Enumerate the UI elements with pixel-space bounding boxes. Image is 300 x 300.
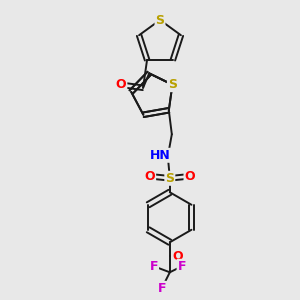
Text: F: F	[158, 282, 166, 295]
Text: O: O	[172, 250, 183, 263]
Text: S: S	[155, 14, 164, 26]
Text: HN: HN	[149, 149, 170, 162]
Text: F: F	[178, 260, 186, 273]
Text: O: O	[116, 78, 126, 91]
Text: O: O	[145, 170, 155, 183]
Text: S: S	[168, 78, 177, 91]
Text: F: F	[150, 260, 158, 273]
Text: O: O	[184, 170, 195, 183]
Text: S: S	[165, 172, 174, 185]
